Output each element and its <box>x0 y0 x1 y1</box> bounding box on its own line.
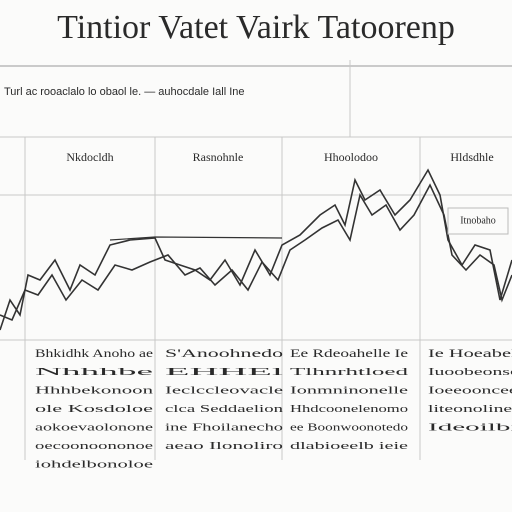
column-line: Ioeeoonceedoe <box>428 385 512 397</box>
column-line: ole Kosdoloe <box>35 403 153 415</box>
column-line: dlabioeelb ieie <box>290 440 408 452</box>
column-line: Hhdcoonelenomo <box>290 403 409 415</box>
column-header: Rasnohnle <box>193 150 244 164</box>
column-line: Ieclccleovacle <box>165 385 283 397</box>
column-line: Nhhhbe <box>35 366 153 378</box>
column-line: Ee Rdeoahelle Ie <box>290 346 408 360</box>
grid <box>0 60 512 460</box>
column-line: clca Seddaelion <box>165 403 284 415</box>
subtitle: Turl ac rooaclalo lo obaol le. — auhocda… <box>4 86 245 98</box>
inset-label: Itnobaho <box>460 215 496 226</box>
column-line: Hhhbekonoon <box>35 385 154 397</box>
column-line: iohdelbonoloe <box>35 459 153 471</box>
column-line: Tlhnrhtloed <box>290 366 409 378</box>
column-line: Bhkidhk Anoho ae <box>35 346 153 360</box>
column-line: Iuoobeonsecde <box>428 366 512 378</box>
column-line: aokoevaolonone <box>35 422 153 434</box>
column-line: Ionmninonelle <box>290 385 408 397</box>
column-header: Hhoolodoo <box>324 150 378 164</box>
column-line: aeao Ilonoliro <box>165 440 284 452</box>
column-line: Ie Hoeabelllee <box>428 346 512 360</box>
column-line: oecoonoononoe <box>35 440 153 452</box>
column-line: Ideoilbieo <box>428 422 512 434</box>
inset-box <box>447 207 509 235</box>
title: Tintior Vatet Vairk Tatoorenp <box>57 9 455 46</box>
trend-lines <box>0 168 512 331</box>
column-line: ee Boonwoonotedo <box>290 422 409 434</box>
column-line: ine Fhoilanecho <box>165 422 284 434</box>
column-header: Hldsdhle <box>450 150 493 164</box>
column-header: Nkdocldh <box>66 150 113 164</box>
column-line: EHHEl <box>165 366 283 378</box>
column-line: S'Anoohnedo <box>165 346 283 360</box>
column-line: liteonolineoelo <box>428 403 512 415</box>
